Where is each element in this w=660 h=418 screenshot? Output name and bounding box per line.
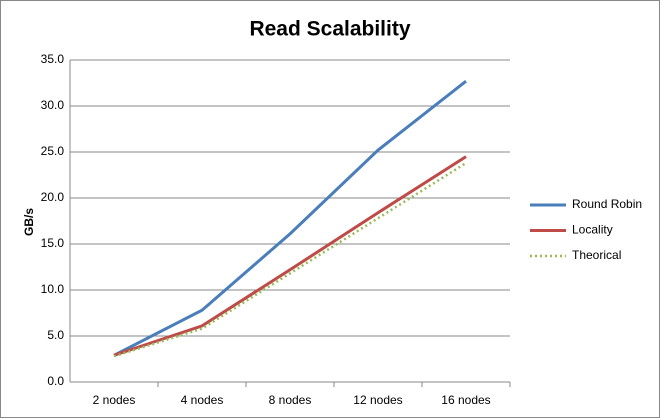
legend-label: Round Robin xyxy=(572,197,642,211)
y-tick-label: 30.0 xyxy=(41,98,65,112)
x-tick-label: 2 nodes xyxy=(93,393,136,407)
y-tick-label: 35.0 xyxy=(41,52,65,66)
series-line xyxy=(113,161,467,358)
x-tick-label: 8 nodes xyxy=(269,393,312,407)
legend-label: Locality xyxy=(572,223,613,237)
x-tick-label: 16 nodes xyxy=(441,393,490,407)
chart-title: Read Scalability xyxy=(249,18,410,41)
y-axis-label: GB/s xyxy=(22,208,36,236)
series-line xyxy=(113,155,467,357)
x-tick-label: 12 nodes xyxy=(353,393,402,407)
y-tick-label: 10.0 xyxy=(41,282,65,296)
series-line xyxy=(113,79,467,357)
x-tick-label: 4 nodes xyxy=(181,393,224,407)
y-tick-label: 5.0 xyxy=(47,328,64,342)
y-tick-label: 15.0 xyxy=(41,236,65,250)
legend-label: Theorical xyxy=(572,248,621,262)
y-tick-label: 20.0 xyxy=(41,190,65,204)
y-tick-label: 0.0 xyxy=(47,374,64,388)
y-tick-label: 25.0 xyxy=(41,144,65,158)
